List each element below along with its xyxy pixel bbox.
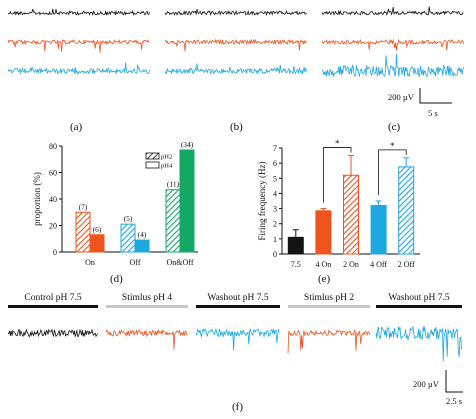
scale-bar-top: 200 µV 5 s bbox=[388, 88, 452, 118]
e-ytick-4: 4 bbox=[273, 189, 277, 198]
trace-a-0 bbox=[7, 8, 150, 16]
d-xtick-2: On&Off bbox=[167, 258, 194, 267]
f-condition-label-0: Control pH 7.5 bbox=[24, 293, 82, 303]
e-xtick-1: 4 On bbox=[316, 260, 332, 269]
trace-c-0 bbox=[321, 6, 464, 16]
e-xtick-0: 7.5 bbox=[291, 260, 301, 269]
d-count-0-0: (7) bbox=[79, 202, 88, 211]
e-ytick-3: 3 bbox=[273, 205, 277, 214]
e-xtick-2: 2 On bbox=[343, 260, 359, 269]
trace-b-1 bbox=[164, 38, 307, 52]
e-ytick-7: 7 bbox=[273, 144, 277, 153]
e-bar-2 bbox=[343, 174, 359, 255]
scale-bar-bottom: 200 µV 2.5 s bbox=[413, 370, 463, 406]
d-count-1-1: (4) bbox=[138, 230, 147, 239]
d-count-2-1: (34) bbox=[181, 140, 194, 149]
f-trace-0 bbox=[7, 328, 98, 338]
panel-label-d: (d) bbox=[110, 273, 123, 285]
d-ytick-2: 40 bbox=[49, 195, 57, 204]
f-trace-1 bbox=[105, 328, 188, 350]
panel-f-traces: Control pH 7.5 Stimlus pH 4 Washout pH 7.5… bbox=[7, 293, 462, 362]
panel-label-c: (c) bbox=[388, 121, 401, 133]
f-condition-bar-2 bbox=[196, 305, 280, 308]
d-bar-1-0 bbox=[120, 223, 136, 253]
d-bar-1-1 bbox=[134, 239, 150, 253]
e-bar-4 bbox=[398, 166, 415, 255]
d-bar-2-0 bbox=[165, 189, 181, 253]
trace-c-1 bbox=[321, 38, 464, 51]
e-xtick-3: 4 Off bbox=[370, 260, 387, 269]
trace-b-2 bbox=[164, 63, 307, 75]
d-bar-0-1 bbox=[89, 234, 105, 253]
trace-b-0 bbox=[164, 9, 307, 17]
d-xtick-0: On bbox=[85, 258, 95, 267]
d-count-1-0: (5) bbox=[124, 214, 133, 223]
e-ytick-2: 2 bbox=[273, 220, 277, 229]
f-trace-3 bbox=[287, 329, 370, 354]
scale-bar-top-amplitude: 200 µV bbox=[388, 92, 415, 102]
e-bar-1 bbox=[315, 210, 332, 255]
scale-bar-bottom-amplitude: 200 µV bbox=[413, 379, 440, 389]
f-condition-bar-4 bbox=[376, 305, 462, 308]
f-condition-label-1: Stimlus pH 4 bbox=[122, 293, 172, 303]
scale-bar-top-time: 5 s bbox=[428, 108, 438, 118]
d-ytick-0: 0 bbox=[53, 248, 57, 257]
chart-e: 0 1 2 3 4 5 6 7 Firing frequency (Hz) 7.5 4 On 2 On… bbox=[257, 139, 420, 269]
e-bar-3 bbox=[370, 205, 387, 255]
f-condition-bar-0 bbox=[8, 305, 98, 308]
f-condition-bar-1 bbox=[106, 305, 188, 308]
f-trace-4 bbox=[375, 326, 462, 362]
e-xtick-4: 2 Off bbox=[398, 260, 415, 269]
e-ylabel: Firing frequency (Hz) bbox=[257, 162, 267, 241]
e-sig-bracket-1 bbox=[378, 149, 407, 195]
e-ytick-0: 0 bbox=[273, 250, 277, 259]
trace-c-2 bbox=[321, 53, 464, 78]
d-bar-2-1 bbox=[179, 149, 195, 253]
panel-label-e: (e) bbox=[318, 273, 331, 285]
e-sig-mark-1: * bbox=[390, 141, 395, 151]
d-ytick-4: 80 bbox=[49, 142, 57, 151]
d-legend-swatch-1 bbox=[145, 161, 160, 169]
panel-label-b: (b) bbox=[230, 121, 243, 133]
d-ytick-1: 20 bbox=[49, 222, 57, 231]
f-condition-bar-3 bbox=[288, 305, 370, 308]
scale-bar-bottom-time: 2.5 s bbox=[446, 396, 462, 406]
f-trace-2 bbox=[195, 327, 280, 351]
d-count-0-1: (6) bbox=[93, 225, 102, 234]
d-xtick-1: Off bbox=[130, 258, 141, 267]
panel-label-f: (f) bbox=[232, 401, 243, 413]
e-ytick-1: 1 bbox=[273, 235, 277, 244]
chart-d: 0 20 40 60 80 proportion (%) (7) (6) On (5) (4) Off… bbox=[32, 140, 198, 267]
f-condition-label-3: Stimlus pH 2 bbox=[304, 293, 354, 303]
d-ylabel: proportion (%) bbox=[32, 172, 42, 226]
d-legend-swatch-0 bbox=[145, 152, 160, 160]
trace-a-1 bbox=[7, 38, 150, 53]
d-legend-label-0: pH2 bbox=[161, 154, 172, 161]
panel-label-a: (a) bbox=[70, 121, 83, 133]
e-bar-0 bbox=[287, 236, 304, 255]
d-ytick-3: 60 bbox=[49, 169, 57, 178]
trace-a-2 bbox=[7, 62, 150, 75]
e-sig-mark-0: * bbox=[335, 139, 340, 149]
raw-traces-top bbox=[7, 6, 464, 78]
e-sig-bracket-0 bbox=[322, 147, 352, 203]
d-count-2-0: (11) bbox=[167, 180, 180, 189]
f-condition-label-4: Washout pH 7.5 bbox=[388, 293, 449, 303]
d-legend-label-1: pH4 bbox=[161, 163, 173, 170]
d-bar-0-0 bbox=[75, 211, 91, 253]
e-ytick-6: 6 bbox=[273, 159, 277, 168]
e-ytick-5: 5 bbox=[273, 174, 277, 183]
f-condition-label-2: Washout pH 7.5 bbox=[207, 293, 268, 303]
